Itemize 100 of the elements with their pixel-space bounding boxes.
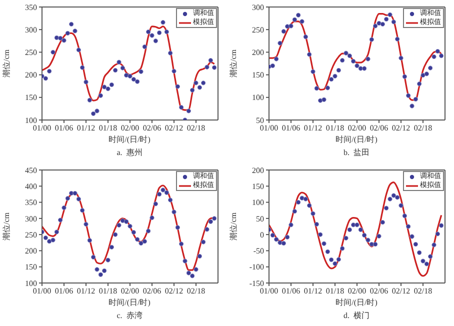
x-tick-label: 01/06	[54, 124, 74, 133]
point	[168, 50, 173, 56]
y-tick-label: 300	[252, 2, 264, 12]
point	[406, 93, 411, 98]
point	[391, 20, 396, 24]
y-axis-title: 潮位/cm	[2, 212, 11, 240]
point	[420, 258, 426, 264]
point	[350, 222, 356, 228]
point	[438, 53, 444, 58]
point	[131, 230, 136, 235]
point	[328, 257, 334, 262]
x-tick-label: 02/18	[414, 286, 432, 296]
point	[325, 86, 330, 90]
point	[134, 79, 140, 84]
point	[358, 227, 364, 232]
point	[138, 69, 144, 74]
y-tick-label: 100	[25, 116, 37, 125]
x-tick-label: 01/00	[260, 124, 278, 133]
point	[438, 223, 444, 228]
point	[120, 66, 126, 70]
point	[388, 196, 392, 202]
x-tick-label: 02/12	[392, 124, 410, 133]
point	[413, 242, 418, 247]
point	[410, 104, 414, 108]
point	[43, 76, 48, 81]
point	[116, 222, 122, 228]
x-tick-label: 01/18	[326, 286, 344, 296]
point	[87, 238, 92, 243]
point	[156, 192, 162, 197]
point	[284, 234, 290, 240]
point	[369, 37, 374, 42]
point	[87, 98, 92, 102]
point	[372, 24, 378, 28]
point	[172, 68, 176, 74]
point	[190, 88, 195, 93]
point	[200, 80, 206, 86]
y-axis-title: 潮位/cm	[228, 48, 238, 78]
point	[102, 84, 107, 90]
point	[90, 254, 96, 260]
point	[84, 222, 88, 227]
point	[182, 258, 188, 264]
point	[362, 66, 367, 71]
point	[109, 244, 114, 250]
point	[366, 238, 370, 242]
y-tick-label: 250	[25, 230, 37, 240]
x-tick-label: 01/12	[76, 286, 96, 296]
point	[160, 188, 166, 192]
point	[332, 261, 338, 266]
point	[58, 218, 63, 222]
point	[306, 52, 312, 57]
y-tick-label: 100	[252, 93, 264, 102]
point	[72, 28, 78, 34]
point	[106, 86, 110, 92]
point	[384, 206, 389, 210]
x-tick-label: 02/18	[186, 124, 206, 133]
point	[200, 240, 206, 244]
point	[416, 81, 422, 86]
point	[106, 258, 110, 262]
y-tick-label: 300	[25, 214, 37, 224]
x-axis-title: 时间/(日/时)	[334, 134, 378, 145]
point	[160, 20, 166, 25]
y-tick-label: 250	[252, 25, 264, 34]
x-tick-label: 01/18	[98, 286, 118, 296]
point	[354, 63, 360, 68]
point	[112, 232, 118, 237]
point	[62, 205, 66, 210]
y-tick-label: 150	[252, 70, 264, 80]
point	[120, 218, 126, 224]
point	[175, 225, 180, 230]
y-tick-label: 150	[25, 93, 37, 102]
point	[416, 250, 422, 255]
point	[398, 56, 404, 60]
point	[428, 66, 433, 70]
point	[432, 54, 436, 60]
point	[146, 30, 151, 34]
point	[274, 237, 279, 242]
point	[281, 29, 286, 34]
point	[380, 22, 386, 27]
point	[328, 76, 334, 82]
point	[278, 240, 282, 245]
point	[142, 239, 148, 244]
point	[310, 211, 316, 216]
point	[270, 63, 276, 68]
text: a. 惠州	[116, 147, 144, 158]
point	[391, 193, 396, 198]
y-tick-label: 100	[25, 278, 37, 288]
point	[54, 230, 60, 234]
y-tick-label: 0	[260, 230, 264, 240]
point	[310, 69, 316, 74]
y-axis-title: 潮位/cm	[2, 48, 11, 78]
x-tick-label: 02/06	[142, 286, 162, 296]
point	[318, 232, 323, 237]
point	[284, 24, 290, 29]
point	[420, 72, 426, 78]
point	[194, 80, 198, 86]
y-tick-label: 250	[25, 48, 37, 58]
point	[150, 215, 154, 220]
x-tick-label: 01/00	[32, 286, 52, 296]
x-tick-label: 01/18	[326, 124, 344, 133]
x-tick-label: 01/06	[54, 286, 74, 296]
